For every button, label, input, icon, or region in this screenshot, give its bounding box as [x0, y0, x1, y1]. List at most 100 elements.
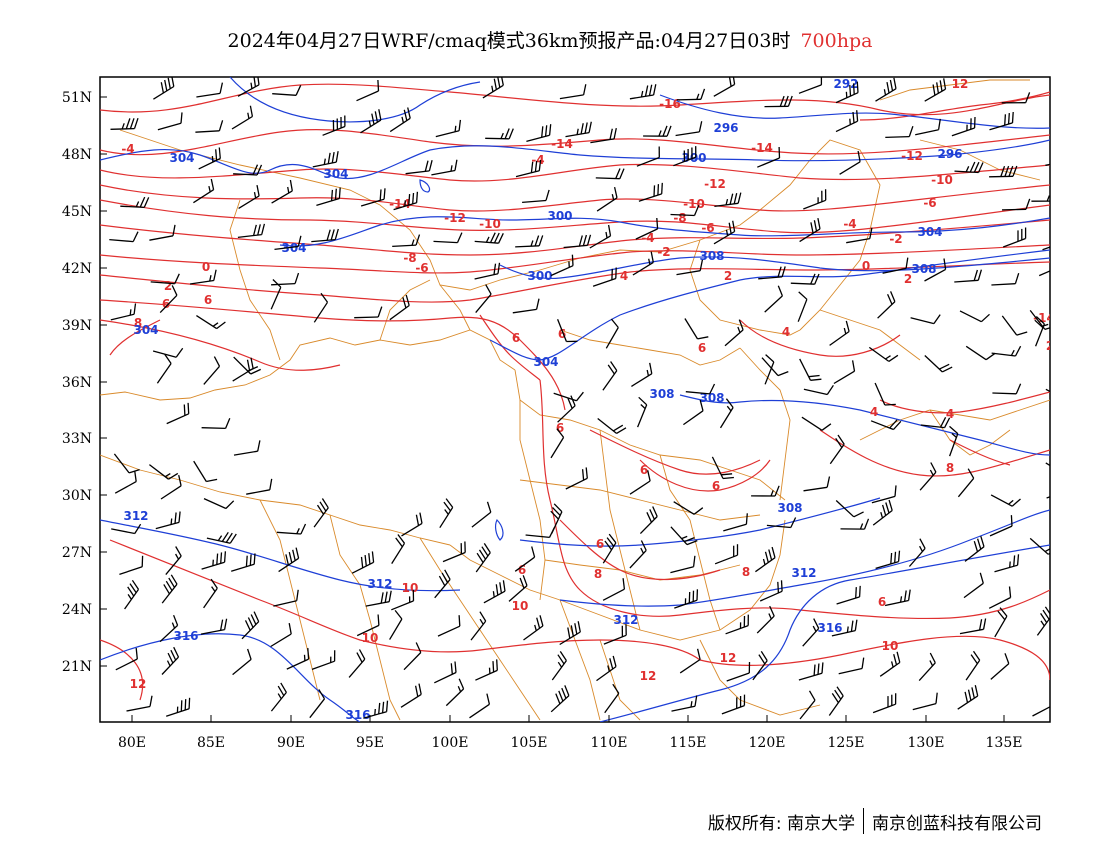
height-contour-label: 300	[547, 209, 572, 223]
wind-barb	[271, 272, 300, 286]
wind-barb	[110, 117, 139, 130]
height-contour-label: 304	[323, 167, 348, 181]
wind-barb	[565, 121, 592, 138]
wind-barb	[725, 614, 749, 635]
wind-barb	[157, 112, 183, 131]
height-contour-label: 312	[613, 613, 638, 627]
wind-barb	[203, 356, 221, 385]
wind-barb	[200, 618, 228, 635]
temp-contour-label: 12	[952, 77, 969, 91]
temp-contour-label: -6	[923, 196, 936, 210]
wind-barb	[670, 555, 696, 574]
wind-barb	[233, 440, 261, 456]
wind-barb	[526, 124, 552, 143]
wind-barb	[565, 467, 588, 490]
lat-tick-label: 42N	[62, 261, 92, 277]
wind-barb	[838, 657, 865, 675]
temp-contour-label: 4	[870, 405, 878, 419]
wind-barb	[237, 77, 260, 97]
wind-barb	[798, 662, 824, 681]
lat-tick-label: 24N	[62, 602, 92, 618]
wind-barb	[629, 470, 651, 495]
wind-barb	[636, 396, 648, 428]
wind-barb	[758, 266, 786, 280]
wind-barb	[403, 642, 422, 671]
wind-barb	[470, 611, 487, 641]
wind-barb	[959, 618, 987, 635]
wind-barb	[483, 580, 506, 604]
title-level: 700hpa	[800, 30, 873, 52]
wind-barb	[1038, 270, 1050, 277]
wind-barb	[713, 220, 736, 245]
wind-barb	[839, 150, 861, 175]
wind-barb	[833, 360, 856, 385]
lon-tick-label: 120E	[749, 735, 786, 751]
wind-barb	[951, 116, 976, 137]
lon-tick-label: 105E	[511, 735, 548, 751]
wind-barb	[756, 605, 775, 634]
wind-barb	[602, 361, 618, 391]
temp-contour-label: 6	[518, 563, 526, 577]
wind-barb	[721, 694, 746, 715]
temperature-labels: -16-14 -14-14-12-12-12-10-10-10-8-8-6-6-6…	[121, 77, 1050, 691]
wind-barb	[559, 84, 587, 100]
longitude-axis: 80E 85E 90E 95E 100E 105E 110E 115E 120E 125E 130E…	[118, 715, 1023, 751]
height-contour-label: 304	[281, 241, 306, 255]
wind-barb	[924, 258, 947, 282]
lat-tick-label: 36N	[62, 375, 92, 391]
wind-barb	[685, 383, 716, 395]
temp-contour-label: 12	[720, 651, 737, 665]
wind-barb	[233, 164, 263, 176]
lon-tick-label: 135E	[986, 735, 1023, 751]
wind-barb	[485, 128, 514, 140]
wind-barbs	[109, 77, 1050, 720]
wind-barb	[989, 111, 1014, 131]
wind-barb	[431, 159, 458, 176]
wind-barb	[797, 291, 808, 322]
wind-barb	[803, 189, 827, 210]
wind-barb	[801, 416, 832, 431]
wind-barb	[723, 513, 748, 532]
wind-barb	[475, 659, 498, 681]
wind-barb	[757, 146, 781, 168]
wind-barb	[835, 500, 864, 518]
wind-barb	[195, 120, 224, 133]
wind-barb	[908, 538, 926, 567]
wind-barb	[551, 651, 567, 681]
wind-barb	[910, 314, 941, 325]
wind-barb	[990, 494, 1021, 507]
wind-barb	[964, 536, 985, 562]
wind-barb	[957, 685, 979, 710]
wind-barb	[875, 77, 897, 102]
wind-barb	[231, 105, 254, 130]
wind-barb	[201, 417, 231, 430]
wind-barb	[120, 196, 150, 209]
wind-barb	[602, 578, 626, 601]
wind-barb	[1031, 195, 1050, 202]
temp-contour-label: -14	[551, 137, 573, 151]
height-contour-label: 312	[123, 509, 148, 523]
temp-contour-label: -14	[389, 197, 411, 211]
wind-barb	[596, 655, 617, 682]
wind-barb	[714, 192, 742, 208]
lat-tick-label: 21N	[62, 659, 92, 675]
wind-barb	[203, 578, 218, 609]
wind-barb	[761, 357, 789, 377]
wind-barb	[434, 661, 457, 684]
wind-barb	[868, 346, 899, 362]
wind-barb	[550, 428, 565, 459]
temp-contour-label: -6	[701, 221, 714, 235]
temp-contour-label: -4	[843, 217, 856, 231]
wind-barb	[111, 523, 142, 535]
wind-barb	[918, 652, 936, 682]
wind-barb	[597, 417, 627, 434]
wind-barb	[957, 468, 975, 498]
wind-barb	[351, 551, 375, 574]
wind-barb	[596, 186, 618, 212]
wind-barb	[150, 273, 180, 285]
wind-barb	[474, 262, 501, 280]
wind-barb	[954, 161, 984, 174]
height-contour-label: 312	[367, 577, 392, 591]
height-contour-label: 292	[833, 77, 858, 91]
wind-barb	[684, 318, 709, 340]
